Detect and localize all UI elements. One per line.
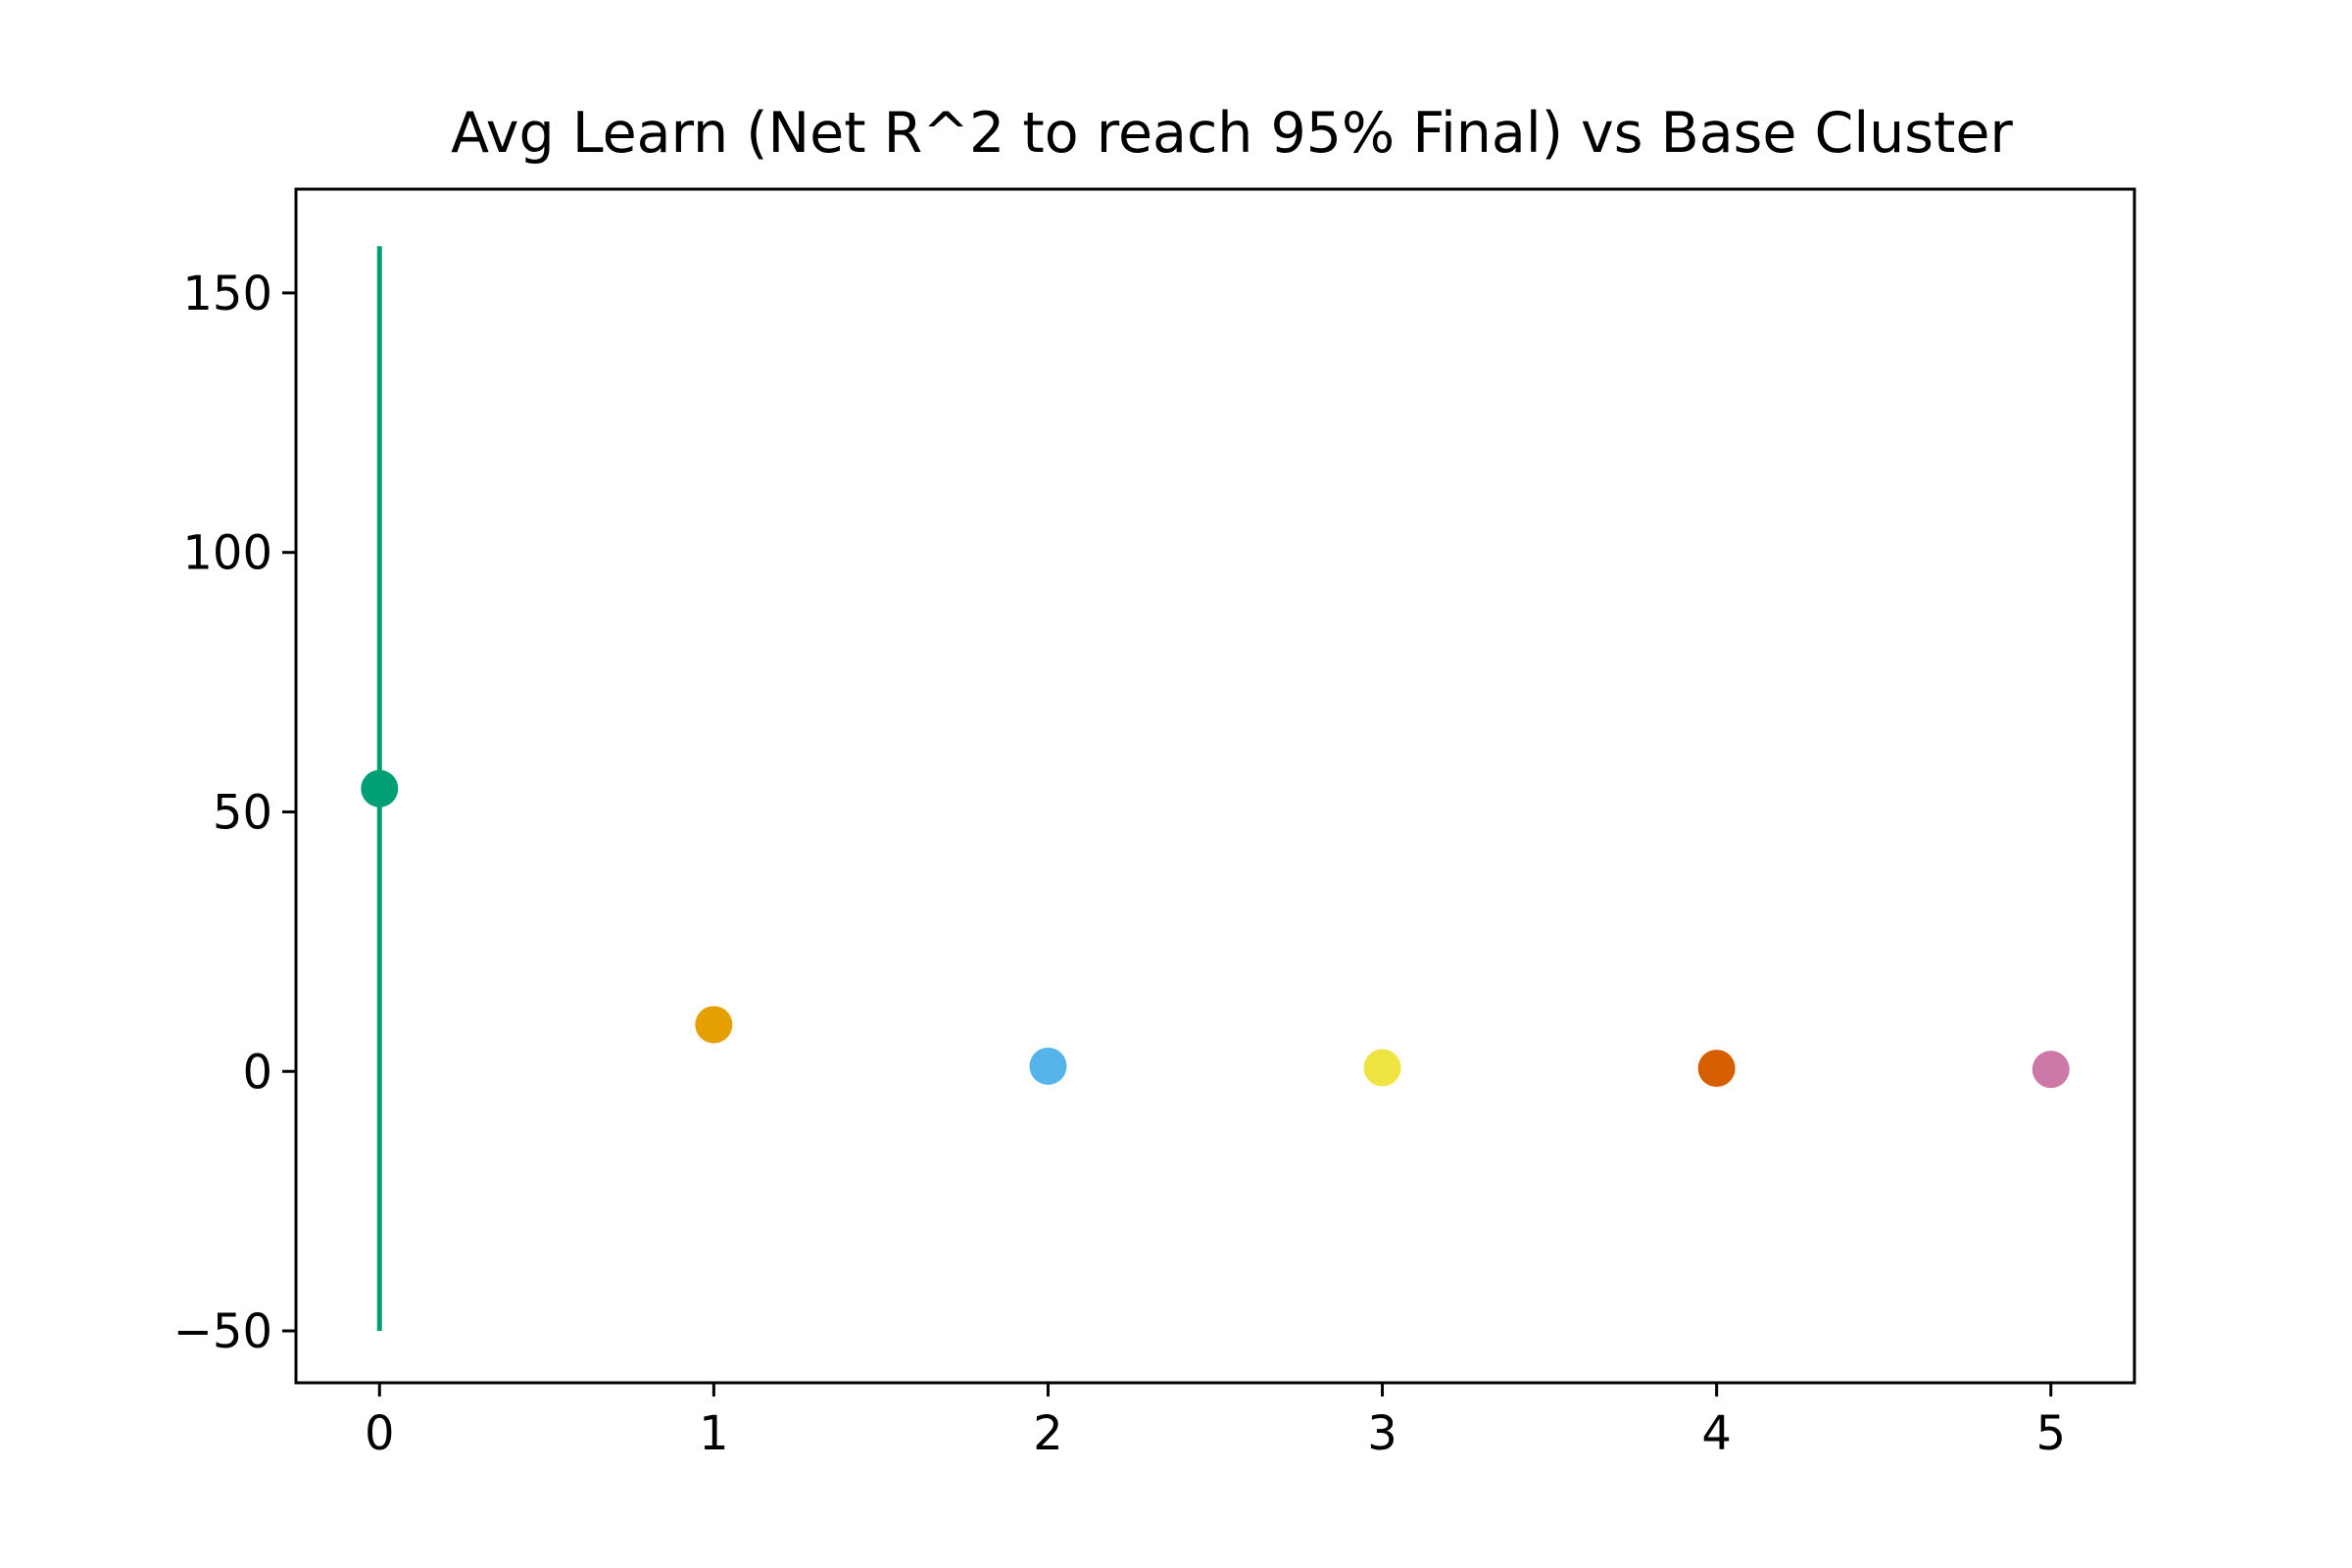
x-tick-label: 2 [1033,1406,1063,1461]
data-point [1697,1050,1736,1088]
x-tick-label: 4 [1701,1406,1732,1461]
y-tick-label: 0 [242,1045,272,1100]
y-tick-label: 100 [182,526,272,581]
y-tick-label: 150 [182,267,272,321]
x-tick-label: 0 [365,1406,395,1461]
data-point [2032,1051,2070,1089]
x-tick-label: 5 [2035,1406,2066,1461]
data-point [361,769,399,808]
x-tick-label: 3 [1367,1406,1397,1461]
y-axis: −50 0 50 100 150 [173,267,296,1359]
data-point [695,1005,733,1044]
data-point [1029,1047,1067,1085]
plot-area [361,246,2070,1332]
x-tick-label: 1 [699,1406,729,1461]
chart-title: Avg Learn (Net R^2 to reach 95% Final) v… [451,101,2013,166]
x-axis: 0 1 2 3 4 5 [365,1383,2066,1461]
y-tick-label: 50 [213,785,272,840]
data-point [1363,1049,1401,1087]
y-tick-label: −50 [173,1304,272,1359]
plot-frame [294,187,2136,1385]
